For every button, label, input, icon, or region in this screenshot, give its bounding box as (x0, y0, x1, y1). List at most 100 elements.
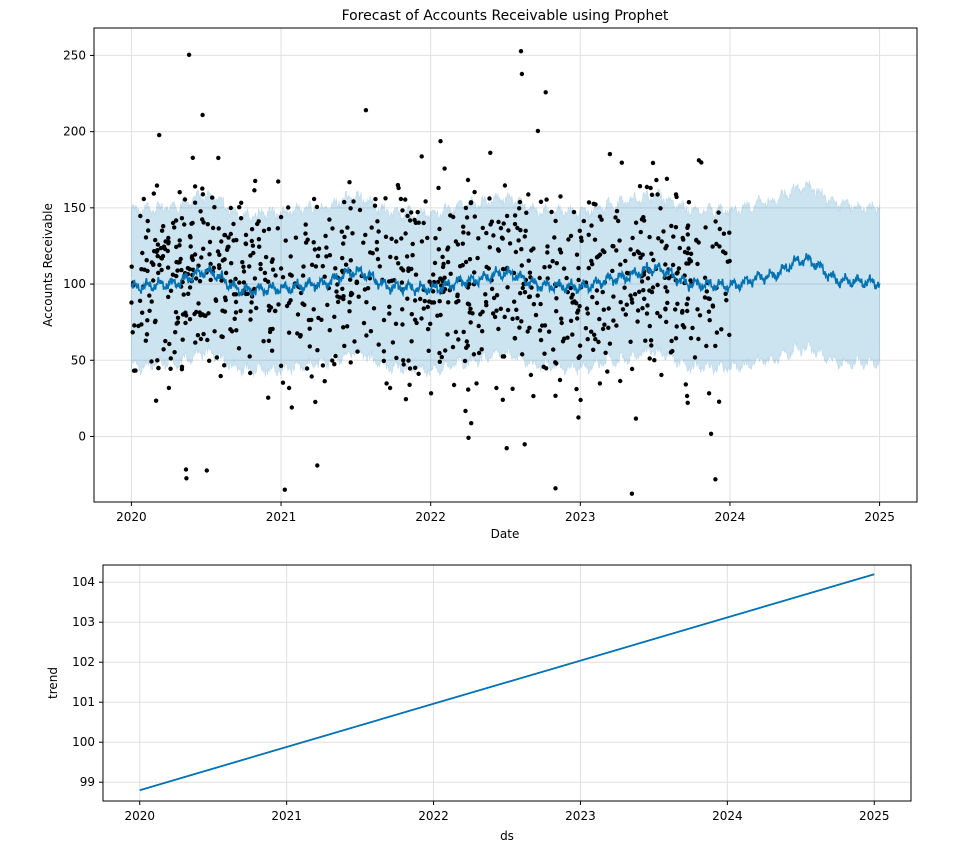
observed-point (384, 381, 389, 386)
observed-point (553, 486, 558, 491)
observed-point (467, 257, 473, 262)
observed-point (547, 264, 552, 269)
observed-point (376, 229, 381, 234)
observed-point (205, 222, 210, 227)
observed-point (629, 366, 635, 372)
observed-point (179, 267, 184, 273)
observed-point (368, 329, 374, 334)
observed-point (512, 213, 518, 218)
observed-point (538, 301, 543, 307)
observed-point (544, 197, 549, 202)
observed-point (302, 302, 307, 308)
observed-point (605, 369, 610, 374)
observed-point (241, 264, 246, 269)
observed-point (696, 158, 702, 163)
observed-point (426, 348, 431, 353)
observed-point (212, 329, 217, 334)
observed-point (421, 220, 426, 226)
observed-point (685, 296, 691, 301)
observed-point (638, 229, 643, 235)
observed-point (177, 243, 182, 248)
observed-point (578, 397, 583, 403)
observed-point (172, 350, 177, 355)
observed-point (236, 346, 242, 351)
observed-point (159, 228, 165, 233)
observed-point (219, 239, 224, 244)
observed-point (330, 226, 335, 231)
observed-point (168, 288, 174, 293)
observed-point (145, 268, 150, 274)
observed-point (649, 251, 654, 256)
observed-point (201, 246, 206, 251)
observed-point (628, 293, 633, 298)
observed-point (576, 265, 581, 271)
observed-point (315, 348, 320, 353)
observed-point (383, 234, 389, 239)
observed-point (403, 231, 408, 236)
observed-point (200, 192, 206, 197)
observed-point (537, 275, 542, 281)
observed-point (465, 301, 471, 306)
observed-point (247, 264, 252, 269)
observed-point (267, 329, 273, 335)
trend-y-tick-label: 101 (72, 695, 95, 709)
observed-point (554, 296, 559, 301)
observed-point (663, 246, 668, 251)
observed-point (576, 415, 581, 420)
observed-point (574, 252, 580, 257)
observed-point (322, 379, 327, 384)
observed-point (149, 299, 154, 304)
observed-point (239, 200, 244, 205)
observed-point (476, 323, 481, 329)
observed-point (706, 391, 712, 396)
observed-point (450, 344, 456, 350)
observed-point (500, 266, 506, 272)
observed-point (487, 196, 492, 201)
observed-point (140, 310, 145, 315)
observed-point (519, 71, 525, 77)
observed-point (390, 340, 396, 345)
observed-point (320, 363, 326, 368)
observed-point (686, 246, 691, 251)
observed-point (288, 254, 293, 259)
observed-point (419, 239, 425, 244)
observed-point (161, 347, 166, 352)
observed-point (529, 248, 534, 253)
observed-point (688, 251, 694, 256)
observed-point (467, 281, 472, 287)
observed-point (350, 231, 355, 236)
observed-point (189, 255, 195, 260)
observed-point (524, 210, 529, 215)
observed-point (394, 255, 399, 261)
observed-point (375, 256, 381, 262)
observed-point (363, 108, 369, 113)
observed-point (232, 316, 237, 321)
observed-point (398, 196, 404, 202)
observed-point (146, 228, 151, 233)
observed-point (638, 255, 643, 260)
observed-point (324, 245, 329, 250)
observed-point (438, 139, 443, 144)
observed-point (155, 253, 160, 259)
observed-point (574, 386, 579, 392)
observed-point (597, 252, 603, 257)
observed-point (592, 237, 598, 242)
observed-point (557, 247, 563, 252)
observed-point (269, 348, 275, 353)
observed-point (144, 258, 149, 263)
observed-point (289, 405, 294, 410)
observed-point (387, 304, 392, 309)
observed-point (168, 356, 173, 361)
observed-point (474, 381, 479, 386)
observed-point (401, 358, 406, 363)
observed-point (586, 200, 592, 205)
observed-point (315, 253, 321, 259)
observed-point (348, 258, 353, 263)
observed-point (278, 266, 284, 271)
observed-point (372, 203, 378, 208)
observed-point (315, 463, 320, 468)
observed-point (721, 231, 727, 236)
observed-point (465, 177, 471, 183)
observed-point (630, 300, 635, 305)
observed-point (151, 278, 156, 283)
